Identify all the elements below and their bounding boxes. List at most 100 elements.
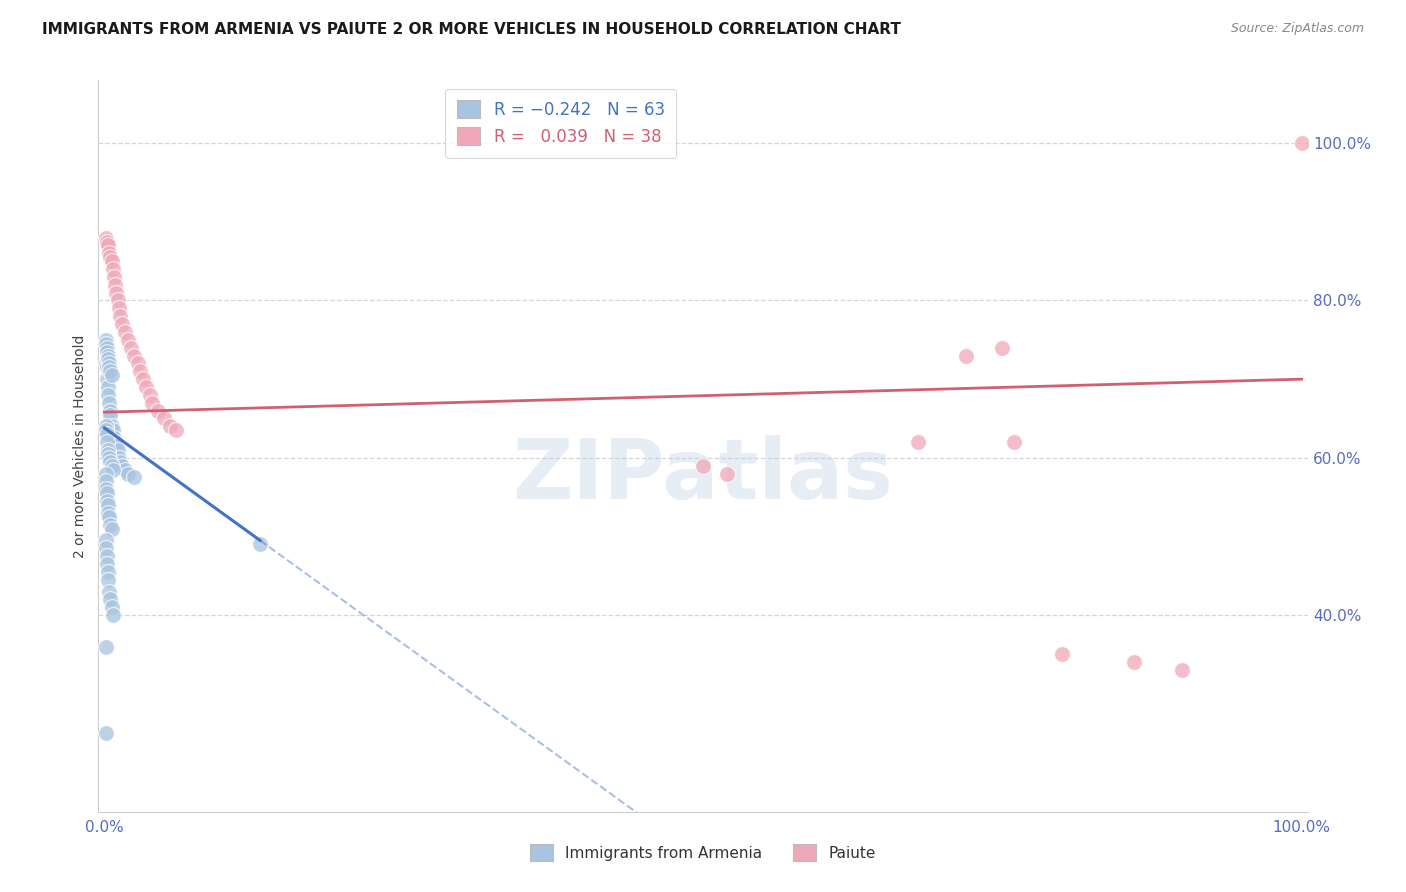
Point — [98, 356, 121, 370]
Point — [1050, 648, 1073, 662]
Point — [111, 458, 134, 473]
Point — [165, 423, 187, 437]
Point — [107, 301, 129, 316]
Point — [97, 238, 120, 252]
Point — [96, 341, 118, 355]
Point — [96, 235, 118, 249]
Point — [96, 435, 118, 450]
Point — [127, 356, 149, 370]
Point — [98, 450, 121, 465]
Point — [100, 522, 122, 536]
Point — [249, 537, 271, 551]
Point — [94, 726, 117, 740]
Point — [96, 360, 118, 375]
Point — [100, 517, 122, 532]
Point — [117, 333, 139, 347]
Point — [120, 341, 142, 355]
Point — [692, 458, 714, 473]
Point — [124, 470, 146, 484]
Point — [94, 467, 117, 481]
Point — [96, 372, 118, 386]
Point — [107, 450, 129, 465]
Point — [101, 608, 124, 623]
Point — [97, 380, 120, 394]
Point — [100, 364, 122, 378]
Point — [100, 254, 122, 268]
Point — [1123, 655, 1146, 669]
Point — [96, 486, 118, 500]
Point — [1002, 435, 1025, 450]
Point — [907, 435, 929, 450]
Point — [114, 462, 136, 476]
Point — [108, 455, 131, 469]
Point — [94, 333, 117, 347]
Point — [94, 640, 117, 654]
Point — [100, 592, 122, 607]
Point — [955, 349, 977, 363]
Point — [104, 435, 127, 450]
Point — [97, 573, 120, 587]
Point — [108, 310, 131, 324]
Point — [97, 506, 120, 520]
Point — [100, 600, 122, 615]
Point — [101, 262, 124, 277]
Point — [105, 285, 128, 300]
Point — [148, 403, 170, 417]
Point — [96, 494, 118, 508]
Point — [94, 230, 117, 244]
Point — [96, 427, 118, 442]
Point — [98, 360, 121, 375]
Point — [97, 447, 120, 461]
Point — [100, 368, 122, 383]
Y-axis label: 2 or more Vehicles in Household: 2 or more Vehicles in Household — [73, 334, 87, 558]
Point — [97, 349, 120, 363]
Text: IMMIGRANTS FROM ARMENIA VS PAIUTE 2 OR MORE VEHICLES IN HOUSEHOLD CORRELATION CH: IMMIGRANTS FROM ARMENIA VS PAIUTE 2 OR M… — [42, 22, 901, 37]
Point — [716, 467, 738, 481]
Point — [94, 482, 117, 496]
Text: ZIPatlas: ZIPatlas — [513, 434, 893, 516]
Point — [104, 277, 127, 292]
Point — [991, 341, 1014, 355]
Point — [124, 349, 146, 363]
Point — [94, 423, 117, 437]
Point — [97, 388, 120, 402]
Point — [101, 462, 124, 476]
Point — [94, 356, 117, 370]
Point — [141, 396, 163, 410]
Point — [97, 565, 120, 579]
Point — [98, 584, 121, 599]
Point — [111, 317, 134, 331]
Point — [97, 442, 120, 457]
Point — [94, 541, 117, 556]
Point — [135, 380, 157, 394]
Point — [94, 533, 117, 548]
Point — [100, 250, 122, 264]
Point — [94, 336, 117, 351]
Point — [96, 344, 118, 359]
Point — [105, 439, 128, 453]
Point — [1171, 663, 1194, 677]
Point — [100, 455, 122, 469]
Point — [97, 498, 120, 512]
Point — [100, 419, 122, 434]
Point — [98, 509, 121, 524]
Point — [139, 388, 162, 402]
Point — [101, 423, 124, 437]
Point — [153, 411, 176, 425]
Point — [1291, 136, 1313, 151]
Point — [129, 364, 152, 378]
Point — [96, 557, 118, 571]
Text: Source: ZipAtlas.com: Source: ZipAtlas.com — [1230, 22, 1364, 36]
Point — [100, 403, 122, 417]
Point — [100, 458, 122, 473]
Point — [114, 325, 136, 339]
Point — [94, 419, 117, 434]
Point — [107, 293, 129, 308]
Point — [98, 396, 121, 410]
Point — [94, 475, 117, 489]
Point — [100, 408, 122, 422]
Legend: Immigrants from Armenia, Paiute: Immigrants from Armenia, Paiute — [522, 835, 884, 870]
Point — [98, 246, 121, 260]
Point — [107, 442, 129, 457]
Point — [97, 352, 120, 367]
